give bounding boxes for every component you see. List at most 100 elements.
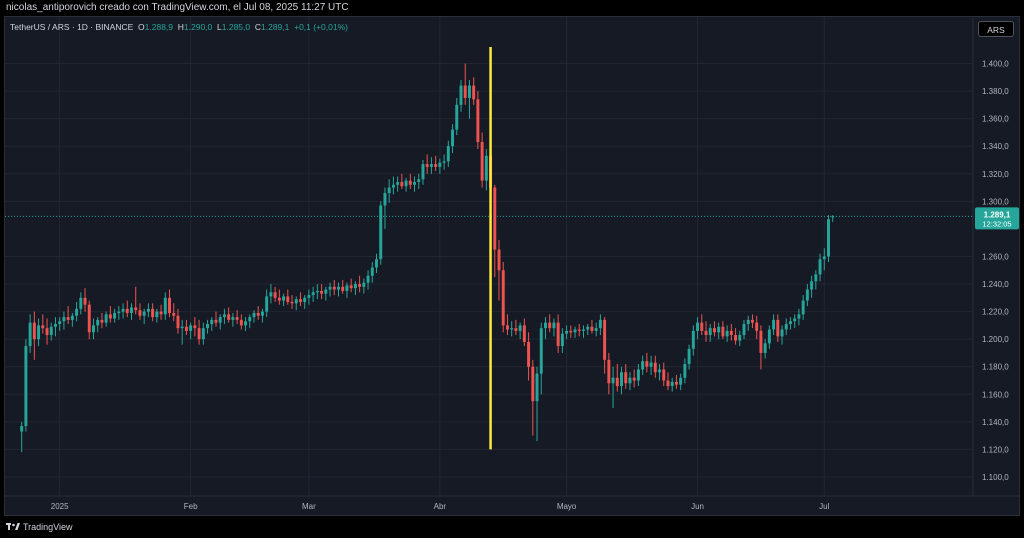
high-value: 1.290,0 xyxy=(183,22,213,32)
candle-body xyxy=(193,325,197,329)
candle-body xyxy=(315,290,319,293)
candle-body xyxy=(476,99,480,143)
plot-background xyxy=(5,17,1019,515)
candle-body xyxy=(480,142,484,181)
candle-body xyxy=(750,319,754,323)
candle-body xyxy=(282,296,286,301)
candle-body xyxy=(620,372,623,387)
candle-body xyxy=(353,284,357,289)
candle-body xyxy=(582,329,585,331)
candle-body xyxy=(32,322,36,340)
candle-body xyxy=(324,289,328,294)
candle-body xyxy=(818,259,822,275)
tradingview-name: TradingView xyxy=(23,522,73,532)
candle-body xyxy=(683,363,687,378)
candle-body xyxy=(345,285,349,291)
candle-body xyxy=(434,164,438,167)
candle-body xyxy=(615,377,619,387)
footer-bar xyxy=(0,516,1024,538)
tradingview-logo-icon xyxy=(6,522,20,530)
y-tick-label: 1.100,0 xyxy=(982,473,1009,482)
candle-body xyxy=(493,187,497,250)
candle-body xyxy=(505,325,509,330)
countdown-value: 12:32:05 xyxy=(982,219,1011,228)
candle-body xyxy=(814,274,818,282)
current-price-label-bg xyxy=(975,207,1019,230)
candle-body xyxy=(810,281,814,290)
candle-body xyxy=(273,292,277,298)
candle-body xyxy=(704,330,708,336)
x-tick-label: Abr xyxy=(434,502,447,511)
candle-body xyxy=(425,164,429,167)
candle-body xyxy=(552,322,556,329)
candle-body xyxy=(260,311,264,316)
candle-body xyxy=(679,377,683,385)
candle-body xyxy=(96,319,100,326)
attribution-bar: nicolas_antiporovich creado con TradingV… xyxy=(0,0,1024,16)
candle-body xyxy=(45,328,49,336)
y-tick-label: 1.300,0 xyxy=(982,197,1009,206)
candle-body xyxy=(586,326,590,330)
candle-body xyxy=(49,326,53,336)
candle-body xyxy=(467,85,471,98)
current-price-value: 1.289,1 xyxy=(984,210,1011,219)
candle-body xyxy=(252,312,256,318)
candle-body xyxy=(218,317,222,323)
candlestick-chart[interactable]: 1.400,0 1.380,0 1.360,0 1.340,0 1.320,0 1.300… xyxy=(5,17,1019,515)
candle-body xyxy=(210,319,214,325)
candle-body xyxy=(628,377,632,384)
candle-body xyxy=(649,362,653,367)
currency-button[interactable]: ARS xyxy=(978,21,1014,37)
open-label: O xyxy=(138,22,145,32)
candle-body xyxy=(184,326,188,331)
candle-body xyxy=(337,286,340,290)
candle-body xyxy=(662,369,666,381)
candle-body xyxy=(79,297,83,309)
candle-body xyxy=(358,284,362,287)
candle-body xyxy=(155,311,159,318)
y-tick-label: 1.340,0 xyxy=(982,142,1009,151)
candle-body xyxy=(100,319,104,323)
candle-body xyxy=(776,319,780,337)
candle-body xyxy=(396,182,400,185)
candle-body xyxy=(429,164,433,167)
chart-panel[interactable]: 1.400,0 1.380,0 1.360,0 1.340,0 1.320,0 1.300… xyxy=(4,16,1020,516)
candle-body xyxy=(463,85,467,98)
y-tick-label: 1.240,0 xyxy=(982,280,1009,289)
candle-body xyxy=(772,319,776,330)
candle-body xyxy=(248,317,252,322)
candle-body xyxy=(311,292,315,296)
candle-body xyxy=(670,381,674,387)
candle-body xyxy=(214,319,218,323)
candle-body xyxy=(113,312,117,319)
symbol-legend: TetherUS / ARS · 1D · BINANCE O1.288,9 H… xyxy=(10,22,348,32)
candle-body xyxy=(265,296,269,312)
candle-body xyxy=(298,299,302,302)
candle-body xyxy=(472,85,476,100)
y-tick-label: 1.140,0 xyxy=(982,418,1009,427)
candle-body xyxy=(793,318,797,322)
candle-body xyxy=(569,330,573,333)
candle-body xyxy=(92,325,95,333)
x-tick-label: Mar xyxy=(302,502,316,511)
y-tick-label: 1.320,0 xyxy=(982,170,1009,179)
tradingview-branding[interactable]: TradingView xyxy=(6,522,73,532)
candle-body xyxy=(687,348,691,364)
candle-body xyxy=(438,162,442,167)
candle-body xyxy=(332,286,336,290)
candle-body xyxy=(543,322,547,329)
candle-body xyxy=(138,310,142,316)
candle-body xyxy=(83,297,87,305)
y-tick-label: 1.120,0 xyxy=(982,445,1009,454)
candle-body xyxy=(24,346,28,427)
y-tick-label: 1.220,0 xyxy=(982,308,1009,317)
candle-body xyxy=(590,326,594,331)
candle-body xyxy=(573,329,577,333)
candle-body xyxy=(708,328,712,336)
candle-body xyxy=(391,184,395,188)
candle-body xyxy=(168,297,171,313)
candle-body xyxy=(801,300,805,315)
candle-body xyxy=(611,377,615,384)
candle-body xyxy=(70,315,74,320)
candles-group xyxy=(20,63,835,453)
